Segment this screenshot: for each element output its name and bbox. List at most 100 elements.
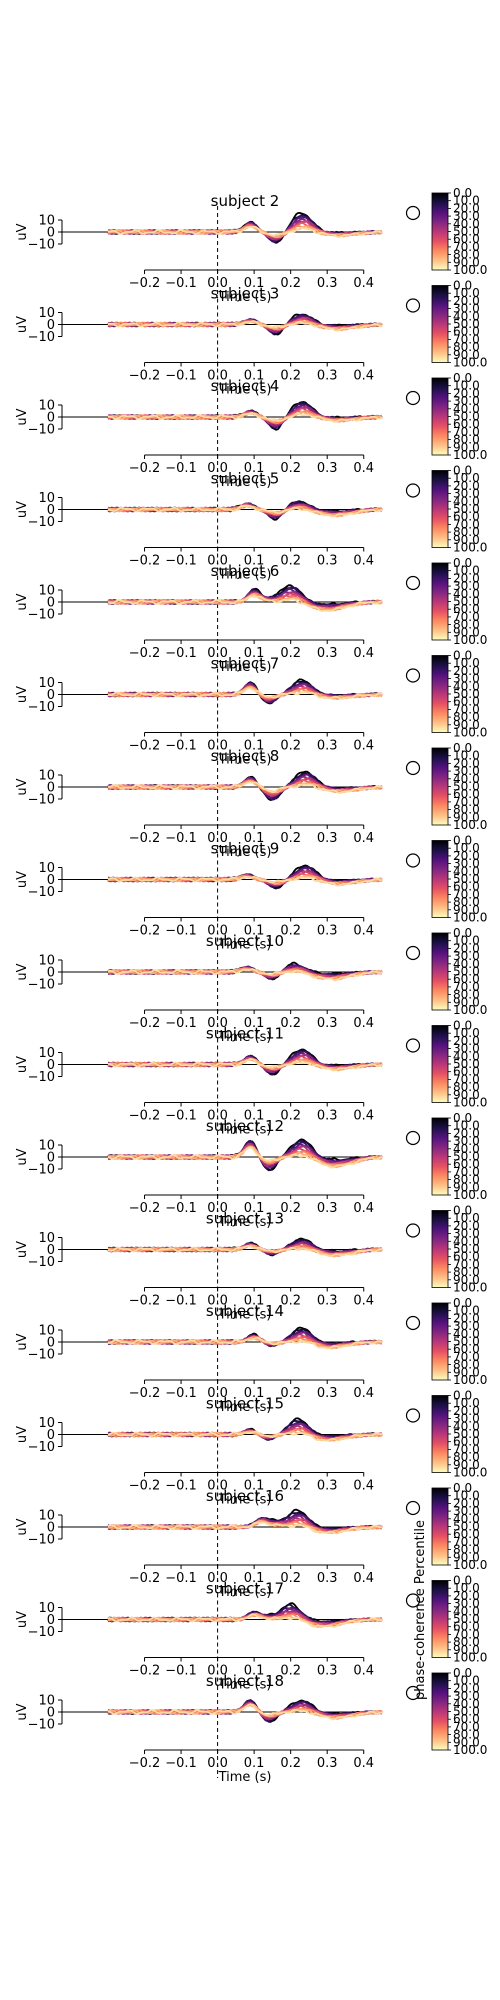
colorbar-tick-label: 100.0 [453, 1466, 487, 1480]
colorbar-tick-label: 0.0 [453, 556, 472, 570]
x-tick-label: 0.1 [244, 831, 265, 846]
colorbar-tick-label: 70.0 [453, 887, 480, 901]
colorbar-tick-label: 30.0 [453, 302, 480, 316]
panel-title: subject 6 [211, 562, 280, 580]
panel-title: subject 3 [211, 285, 280, 303]
y-axis-label: uV [15, 963, 30, 980]
colorbar-tick-label: 10.0 [453, 1304, 480, 1318]
colorbar-tick-label: 60.0 [453, 1620, 480, 1634]
colorbar-tick-label: 70.0 [453, 702, 480, 716]
colorbar [431, 747, 449, 826]
colorbar [431, 192, 449, 271]
x-tick-label: 0.1 [244, 1386, 265, 1401]
colorbar [431, 377, 449, 456]
panel-title: subject 14 [206, 1302, 284, 1320]
y-tick-label: −10 [28, 608, 55, 623]
x-tick-label: −0.2 [129, 461, 161, 476]
colorbar-tick-label: 20.0 [453, 664, 480, 678]
colorbar-tick-label: 100.0 [453, 541, 487, 555]
colorbar-tick-label: 0.0 [453, 1481, 472, 1495]
colorbar-tick-label: 80.0 [453, 1173, 480, 1187]
colorbar-tick-label: 40.0 [453, 217, 480, 231]
x-tick-label: 0.3 [317, 461, 338, 476]
x-tick-label: −0.1 [165, 1109, 197, 1124]
x-tick-label: 0.1 [244, 276, 265, 291]
y-tick-label: −10 [28, 1440, 55, 1455]
y-axis-label: uV [15, 686, 30, 703]
x-tick-label: −0.2 [129, 1109, 161, 1124]
panel-title: subject 12 [206, 1117, 284, 1135]
x-tick-label: 0.0 [207, 369, 228, 384]
y-tick-label: −10 [28, 885, 55, 900]
y-tick-label: −10 [28, 1348, 55, 1363]
colorbar-tick-label: 80.0 [453, 1265, 480, 1279]
x-tick-label: −0.1 [165, 646, 197, 661]
x-tick-label: 0.0 [207, 739, 228, 754]
colorbar [431, 932, 449, 1011]
colorbar-tick-label: 0.0 [453, 1389, 472, 1403]
colorbar-tick-label: 10.0 [453, 934, 480, 948]
colorbar-tick-label: 0.0 [453, 1111, 472, 1125]
x-tick-label: 0.4 [353, 1016, 374, 1031]
x-axis-label: Time (s) [218, 1493, 272, 1508]
colorbar-tick-label: 50.0 [453, 317, 480, 331]
colorbar-tick-label: 60.0 [453, 880, 480, 894]
x-tick-label: 0.0 [207, 831, 228, 846]
colorbar-tick-label: 0.0 [453, 1019, 472, 1033]
y-tick-label: 0 [47, 596, 55, 611]
colorbar-marker [405, 760, 421, 776]
colorbar-tick-label: 10.0 [453, 379, 480, 393]
y-tick-label: 0 [47, 318, 55, 333]
colorbar-tick-label: 40.0 [453, 402, 480, 416]
colorbar-tick-label: 80.0 [453, 988, 480, 1002]
panel-title: subject 18 [206, 1672, 284, 1690]
x-tick-label: 0.3 [317, 1479, 338, 1494]
colorbar-tick-label: 100.0 [453, 1281, 487, 1295]
y-tick-label: 10 [38, 1324, 55, 1339]
x-tick-label: 0.1 [244, 369, 265, 384]
x-axis-label: Time (s) [218, 568, 272, 583]
colorbar-tick-label: 0.0 [453, 1204, 472, 1218]
colorbar-tick-label: 70.0 [453, 1350, 480, 1364]
colorbar-tick-label: 80.0 [453, 1543, 480, 1557]
panel-title: subject 4 [211, 377, 280, 395]
colorbar-tick-label: 50.0 [453, 595, 480, 609]
colorbar-marker [405, 390, 421, 406]
colorbar [431, 562, 449, 641]
x-tick-label: 0.1 [244, 1016, 265, 1031]
y-tick-label: 0 [47, 1336, 55, 1351]
colorbar-tick-label: 30.0 [453, 857, 480, 871]
colorbar-tick-label: 0.0 [453, 371, 472, 385]
colorbar-marker [405, 1500, 421, 1516]
colorbar-label: phase-coherence Percentile [413, 1520, 428, 1700]
x-tick-label: −0.2 [129, 646, 161, 661]
y-tick-label: 0 [47, 1613, 55, 1628]
y-tick-label: −10 [28, 1070, 55, 1085]
x-tick-label: 0.3 [317, 1664, 338, 1679]
colorbar-tick-label: 60.0 [453, 1157, 480, 1171]
colorbar-tick-label: 20.0 [453, 294, 480, 308]
colorbar-tick-label: 40.0 [453, 957, 480, 971]
x-tick-label: −0.2 [129, 1664, 161, 1679]
panel-3: subject 4 uV 100−10 −0.2 −0.1 0.0 0.1 0.2 0.3 0.4… [15, 371, 487, 490]
x-tick-label: −0.2 [129, 924, 161, 939]
colorbar-tick-label: 100.0 [453, 1003, 487, 1017]
y-axis-label: uV [15, 1333, 30, 1350]
colorbar-tick-label: 50.0 [453, 780, 480, 794]
colorbar-tick-label: 20.0 [453, 479, 480, 493]
colorbar-tick-label: 90.0 [453, 1550, 480, 1564]
colorbar-tick-label: 70.0 [453, 1072, 480, 1086]
x-tick-label: 0.2 [280, 1109, 301, 1124]
x-axis-label: Time (s) [218, 1123, 272, 1138]
colorbar-marker [405, 1130, 421, 1146]
colorbar-tick-label: 40.0 [453, 864, 480, 878]
x-axis-label: Time (s) [218, 1400, 272, 1415]
y-tick-label: −10 [28, 1255, 55, 1270]
colorbar-marker [405, 1685, 421, 1701]
series-line-p100 [107, 1146, 383, 1169]
y-tick-label: 0 [47, 1058, 55, 1073]
colorbar-marker [405, 298, 421, 313]
y-tick-label: 10 [38, 584, 55, 599]
colorbar-tick-label: 70.0 [453, 980, 480, 994]
series-line-p90 [107, 593, 383, 612]
